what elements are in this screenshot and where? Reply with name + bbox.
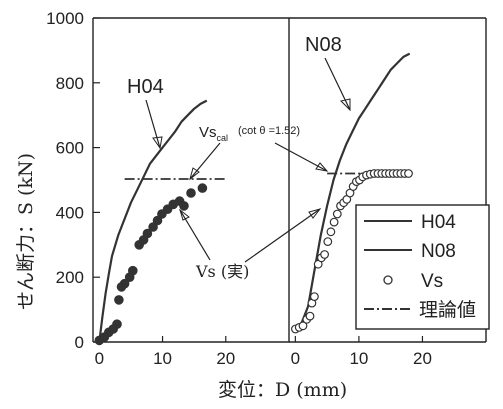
x-tick-label: 10	[153, 349, 172, 368]
legend: H04 N08 Vs 理論値	[355, 204, 490, 330]
y-tick-label: 800	[56, 74, 84, 93]
arrow-vs-exp-right	[244, 208, 321, 263]
series-layer	[94, 52, 413, 346]
vs-cal-note: (cot θ =1.52)	[238, 125, 300, 137]
data-point-vs-right	[305, 311, 315, 321]
data-point-vs-left	[152, 215, 163, 226]
label-h04: H04	[127, 76, 164, 98]
vs-cal-main: Vs	[199, 124, 217, 141]
arrowhead-n08	[340, 98, 351, 112]
data-point-vs-left	[186, 188, 196, 198]
series-line-h04	[98, 99, 208, 343]
data-point-vs-right	[298, 321, 308, 331]
data-point-vs-right	[326, 227, 336, 237]
x-tick-label: 20	[216, 349, 235, 368]
vs-cal-sub: cal	[217, 133, 229, 143]
arrow-n08	[324, 57, 351, 111]
data-point-vs-right	[329, 217, 339, 227]
legend-label-vs: Vs	[421, 271, 443, 292]
data-point-vs-left	[148, 222, 158, 232]
data-point-vs-right	[310, 292, 319, 302]
data-point-vs-left	[112, 319, 122, 329]
data-point-vs-left	[114, 295, 124, 305]
data-point-vs-left	[142, 228, 153, 239]
arrow-vs-exp-left	[179, 209, 211, 261]
arrowhead-vs-cal-right	[315, 162, 329, 172]
label-n08: N08	[305, 34, 342, 56]
data-point-vs-right	[404, 169, 413, 178]
legend-swatch-vs	[383, 275, 393, 285]
y-ticks: 0 200 400 600 800 1000	[46, 9, 100, 352]
arrowhead-vs-exp-right	[308, 208, 322, 219]
y-tick-label: 0	[75, 333, 84, 352]
x-tick-label: 10	[349, 349, 368, 368]
y-tick-label: 600	[56, 139, 84, 158]
series-line-n08	[294, 52, 411, 330]
data-point-vs-left	[179, 201, 189, 211]
y-tick-label: 400	[56, 203, 84, 222]
x-ticks: 0 10 20 0 10 20	[95, 336, 432, 368]
data-point-vs-right	[332, 209, 342, 219]
arrowhead-vs-exp-left	[179, 208, 190, 221]
data-point-vs-right	[323, 237, 333, 247]
legend-label-h04: H04	[421, 212, 456, 233]
data-point-vs-left	[128, 265, 138, 276]
data-point-vs-right	[320, 250, 330, 259]
arrowhead-h04	[152, 136, 163, 150]
x-tick-label: 20	[413, 349, 432, 368]
y-tick-label: 1000	[46, 9, 84, 28]
y-axis-title: せん断力：S (kN)	[15, 153, 37, 310]
annotations: H04 N08 Vscal (cot θ =1.52) Vs (実)	[127, 34, 351, 281]
legend-label-n08: N08	[421, 241, 456, 262]
x-tick-label: 0	[95, 349, 104, 368]
arrow-vs-cal-right	[274, 142, 328, 172]
arrow-vs-cal-left	[189, 142, 221, 180]
arrowhead-vs-cal-left	[189, 167, 200, 181]
arrow-h04	[145, 99, 161, 149]
x-tick-label: 0	[291, 349, 300, 368]
y-tick-label: 200	[56, 268, 84, 287]
x-axis-title: 変位：D (mm)	[218, 379, 347, 401]
data-point-vs-left	[119, 278, 130, 289]
label-vs-cal: Vscal	[199, 124, 228, 143]
label-vs-exp: Vs (実)	[195, 262, 249, 281]
legend-label-theory: 理論値	[419, 299, 476, 321]
data-point-vs-left	[197, 183, 208, 193]
